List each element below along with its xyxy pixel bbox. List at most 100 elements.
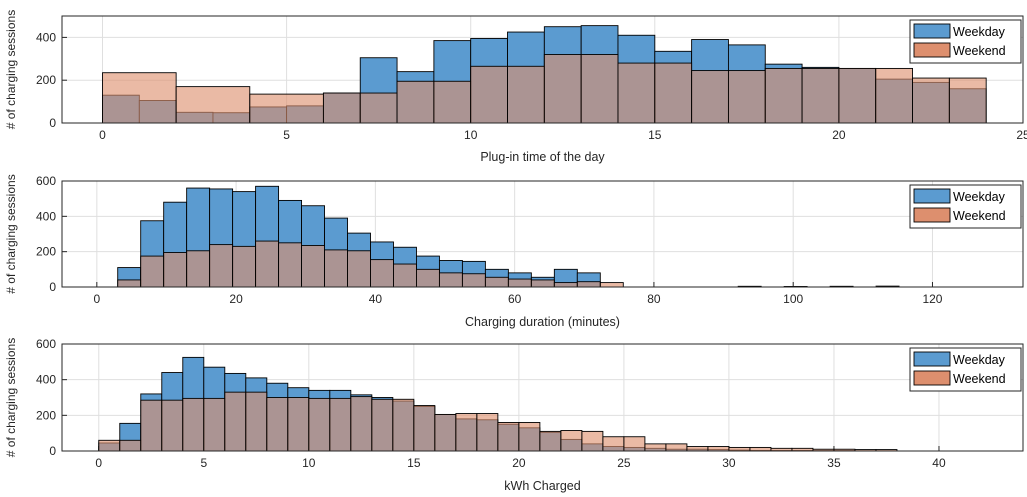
weekday-legend-label: Weekday [953,25,1006,39]
weekend-bar [278,242,303,288]
x-tick-label: 80 [647,292,661,306]
x-tick-label: 15 [407,456,421,470]
weekend-bar [665,443,688,452]
y-tick-label: 0 [49,444,56,458]
weekend-bar [581,430,604,452]
weekend-bar [599,282,624,288]
weekend-bar [484,276,509,288]
weekend-bar [245,391,268,452]
weekend-bar [433,80,472,124]
weekend-bar [209,244,234,288]
weekday-legend-swatch [913,23,951,39]
y-tick-label: 0 [49,116,56,130]
weekend-bar [617,62,656,124]
y-tick-label: 200 [36,73,56,87]
weekend-bar [455,413,478,452]
weekend-bar [232,245,257,288]
x-tick-label: 10 [302,456,316,470]
weekend-bar [580,54,619,124]
x-tick-label: 5 [200,456,207,470]
weekend-bar [117,279,142,288]
weekend-bar [476,413,499,452]
weekend-legend-label: Weekend [953,209,1006,223]
x-tick-label: 100 [783,292,803,306]
weekend-bar [686,446,709,452]
x-axis-label: kWh Charged [504,479,580,493]
legend: Weekday Weekend [909,347,1022,392]
weekend-bar [140,399,163,452]
weekend-bar [553,282,578,288]
weekend-bar [707,446,730,452]
series-weekend [102,54,987,124]
weekend-bar [413,405,436,452]
y-tick-label: 0 [49,280,56,294]
weekend-bar [396,80,435,124]
weekend-bar [543,54,582,124]
weekday-legend-swatch [913,188,951,204]
x-tick-label: 120 [922,292,942,306]
weekday-legend-label: Weekday [953,190,1006,204]
weekend-bar [102,72,177,124]
weekend-bar [838,67,877,124]
x-tick-label: 25 [1016,128,1027,142]
weekend-bar [623,436,646,452]
weekend-legend-swatch [913,370,951,386]
x-tick-label: 25 [617,456,631,470]
weekend-bar [255,240,280,288]
weekday-legend-label: Weekday [953,353,1006,367]
weekend-bar [266,397,289,452]
weekend-bar [182,397,205,452]
x-tick-label: 30 [722,456,736,470]
weekend-bar [347,250,371,288]
weekend-bar [322,92,361,124]
weekend-bar [161,399,184,452]
weekend-bar [98,439,121,452]
weekend-bar [186,250,211,288]
weekend-bar [329,397,352,452]
weekend-bar [801,67,840,124]
weekend-bar [749,446,772,452]
y-axis-label: # of charging sessions [4,338,18,457]
weekend-legend-label: Weekend [953,372,1006,386]
weekend-bar [393,263,417,288]
weekend-bar [371,398,394,452]
x-tick-label: 35 [827,456,841,470]
x-tick-label: 0 [95,456,102,470]
chart-panel-2: 0 20 40 60 80 100 120 0 200 400 600 Charging durati… [4,174,1024,329]
y-tick-label: 400 [36,30,56,44]
x-axis-label: Charging duration (minutes) [465,315,620,329]
weekend-bar [539,430,562,452]
weekend-bar [576,281,601,288]
x-tick-label: 40 [369,292,383,306]
weekend-bar [507,278,532,288]
legend: Weekday Weekend [909,184,1022,229]
y-tick-label: 600 [36,337,56,351]
weekend-bar [497,422,520,452]
y-tick-label: 200 [36,245,56,259]
weekend-bar [691,70,729,124]
axes-box [61,15,1024,124]
y-tick-label: 400 [36,209,56,223]
x-tick-label: 0 [99,128,106,142]
weekend-bar [350,396,373,452]
x-tick-label: 0 [93,292,100,306]
weekend-bar [728,446,751,452]
weekday-legend-swatch [913,351,951,367]
weekend-legend-swatch [913,207,951,223]
weekend-bar [434,413,457,452]
weekend-legend-label: Weekend [953,44,1006,58]
y-tick-label: 200 [36,408,56,422]
weekend-legend-swatch [913,42,951,58]
weekend-bar [727,70,766,124]
y-axis-label: # of charging sessions [4,174,18,293]
weekend-bar [175,86,251,124]
weekend-bar [654,62,693,124]
weekend-bar [560,430,583,452]
weekend-bar [163,252,188,288]
weekend-bar [287,397,310,452]
x-tick-label: 60 [508,292,522,306]
weekend-bar [224,391,247,452]
weekend-bar [119,439,142,452]
